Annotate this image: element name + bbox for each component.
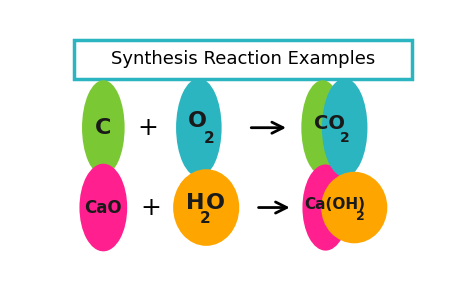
- Text: Ca(OH): Ca(OH): [304, 197, 365, 212]
- Ellipse shape: [82, 80, 125, 175]
- Text: Synthesis Reaction Examples: Synthesis Reaction Examples: [111, 50, 375, 68]
- Ellipse shape: [80, 164, 127, 251]
- Ellipse shape: [301, 80, 344, 175]
- Ellipse shape: [321, 172, 387, 243]
- Text: 2: 2: [356, 210, 365, 223]
- Ellipse shape: [173, 169, 239, 246]
- Text: +: +: [137, 116, 158, 140]
- Text: CaO: CaO: [84, 198, 122, 217]
- Text: O: O: [206, 193, 225, 213]
- Ellipse shape: [176, 78, 222, 177]
- Text: +: +: [141, 196, 162, 219]
- Text: 2: 2: [200, 211, 210, 226]
- Text: 2: 2: [204, 131, 215, 146]
- FancyBboxPatch shape: [74, 40, 412, 79]
- Text: H: H: [186, 193, 204, 213]
- Ellipse shape: [322, 78, 367, 177]
- Text: 2: 2: [340, 131, 350, 145]
- Text: C: C: [95, 118, 111, 138]
- Text: CO: CO: [314, 114, 345, 133]
- Ellipse shape: [302, 164, 349, 251]
- Text: O: O: [188, 111, 207, 131]
